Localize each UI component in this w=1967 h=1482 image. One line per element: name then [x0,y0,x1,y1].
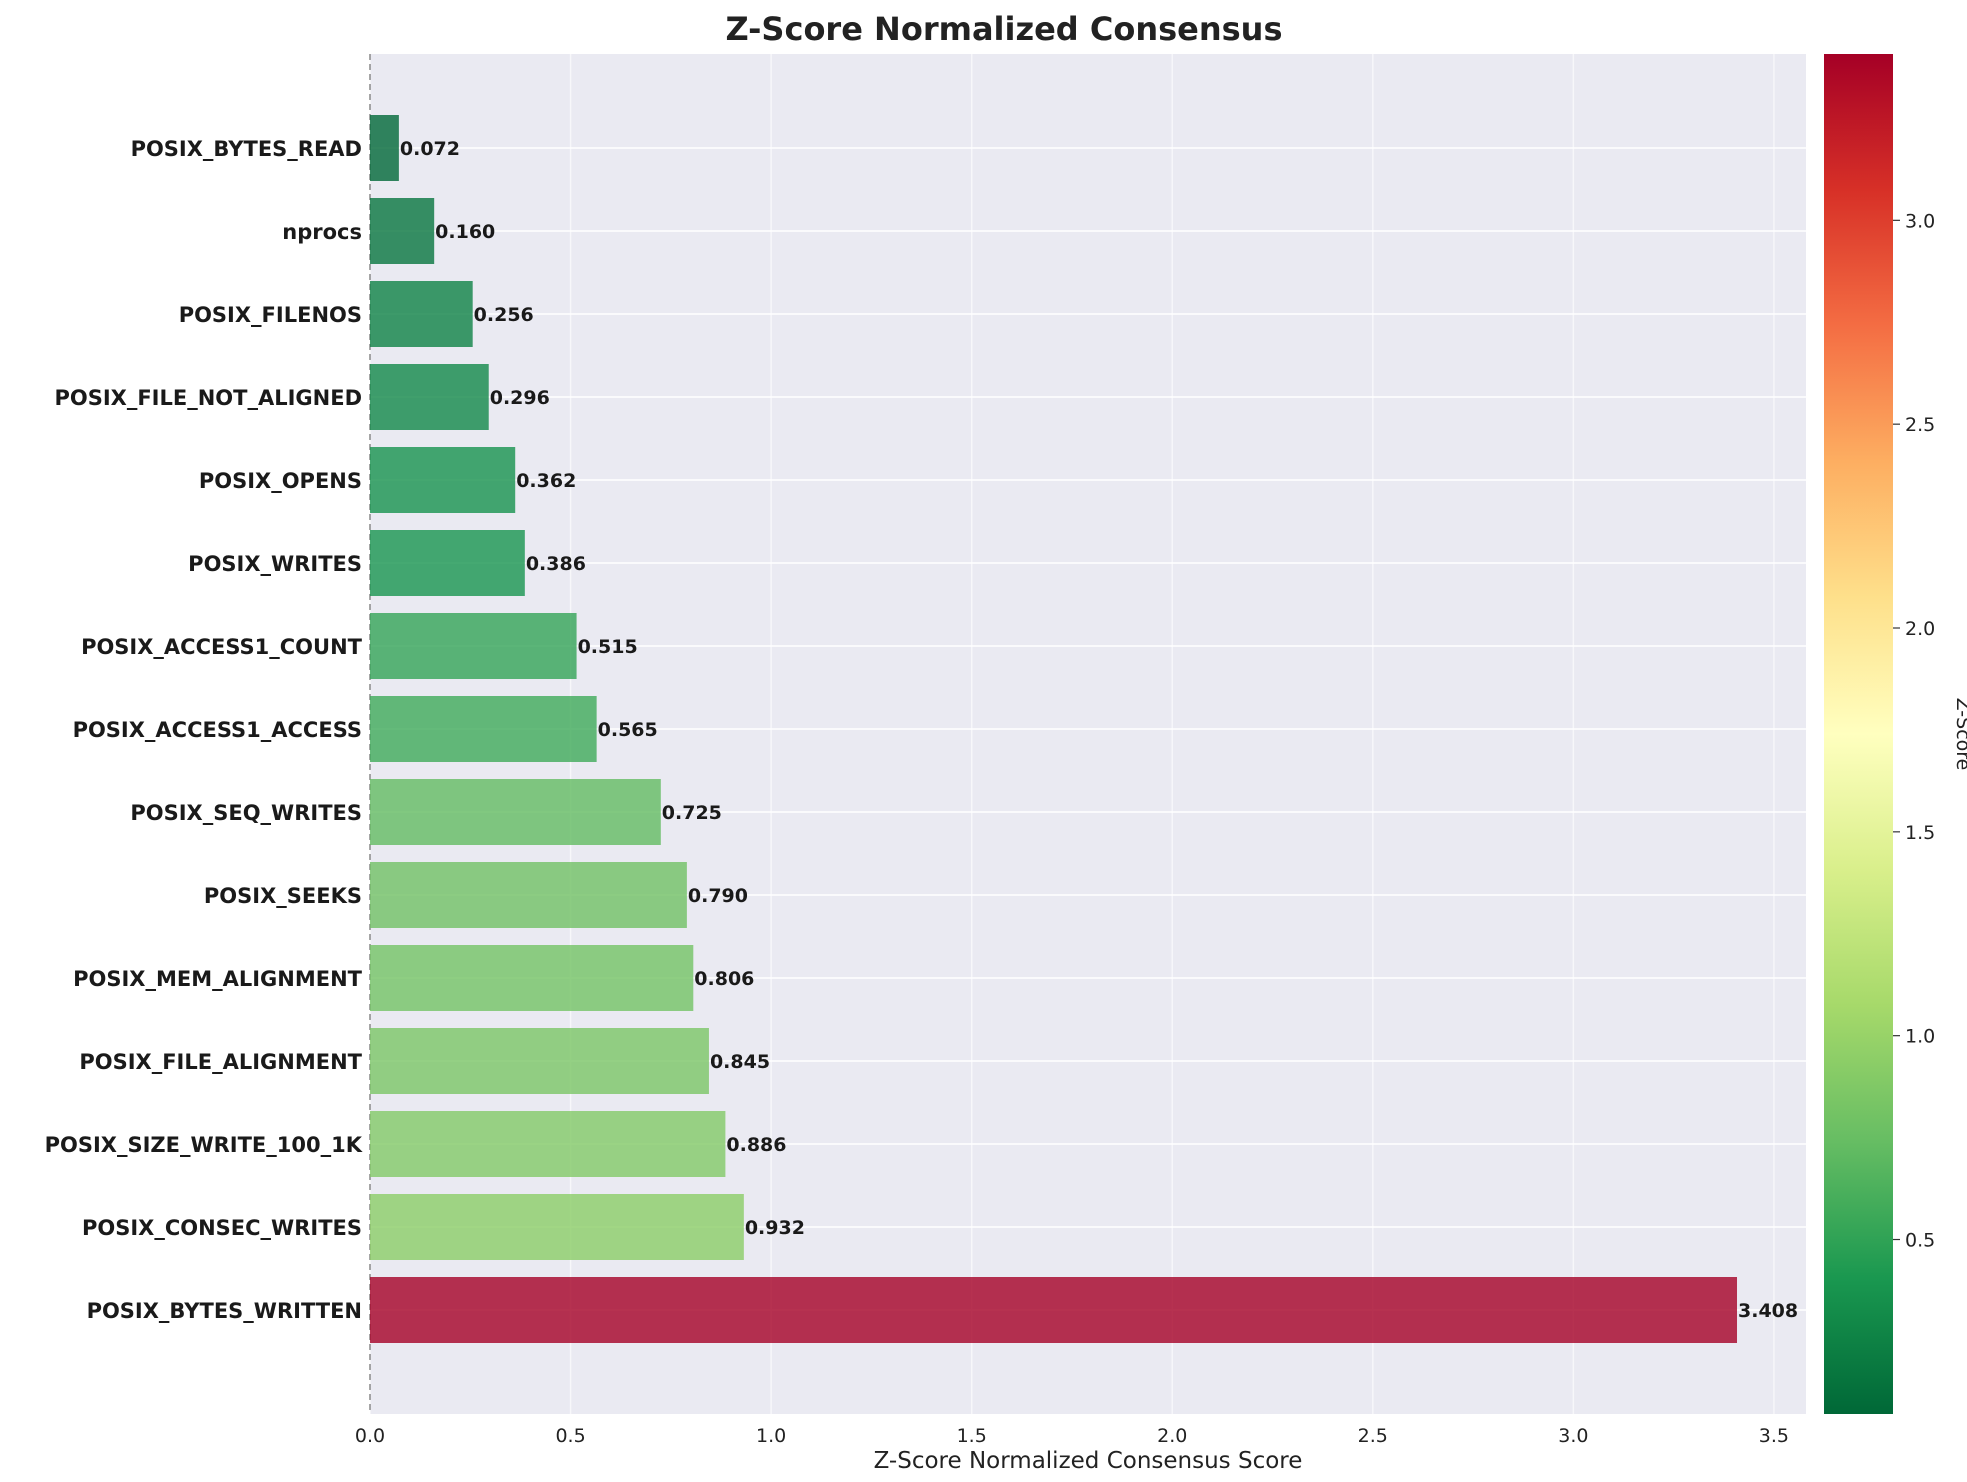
plot-area [370,54,1806,1414]
value-label: 0.362 [516,470,576,492]
x-tick-label: 3.0 [1558,1425,1588,1447]
bar-posix-bytes-written [370,1277,1738,1343]
value-label: 0.160 [435,221,495,243]
bar-posix-filenos [370,281,473,347]
x-tick-label: 3.5 [1759,1425,1789,1447]
colorbar-label: Z-Score [1952,698,1967,771]
y-tick-label: POSIX_OPENS [199,469,362,493]
x-tick-label: 2.5 [1358,1425,1388,1447]
bar-posix-file-alignment [370,1028,709,1094]
bar-posix-file-not-aligned [370,364,489,430]
bars: 0.072 0.160 0.256 0.296 0.362 0.386 0.515 0.565… [370,115,1798,1343]
bar-posix-writes [370,530,525,596]
value-label: 0.565 [598,719,658,741]
y-tick-label: POSIX_FILE_NOT_ALIGNED [54,386,362,410]
value-label: 0.072 [400,138,460,160]
y-tick-label: POSIX_MEM_ALIGNMENT [73,967,363,991]
value-label: 3.408 [1738,1300,1798,1322]
colorbar [1824,54,1893,1414]
y-tick-label: POSIX_SIZE_WRITE_100_1K [45,1133,363,1157]
x-tick-label: 1.5 [957,1425,987,1447]
colorbar-tick-label: 3.0 [1905,210,1935,232]
chart-title: Z-Score Normalized Consensus [726,10,1283,48]
value-label: 0.845 [710,1051,770,1073]
value-label: 0.386 [526,553,586,575]
x-tick-label: 2.0 [1157,1425,1187,1447]
y-tick-label: POSIX_ACCESS1_ACCESS [73,718,362,742]
y-tick-label: POSIX_SEQ_WRITES [130,801,362,825]
value-label: 0.806 [694,968,754,990]
bar-posix-mem-alignment [370,945,694,1011]
bar-posix-seeks [370,862,687,928]
grid-lines [369,54,1806,1414]
bar-posix-seq-writes [370,779,661,845]
y-tick-label: POSIX_BYTES_READ [131,137,362,161]
bar-posix-access1-count [370,613,577,679]
bar-posix-opens [370,447,516,513]
x-axis-label: Z-Score Normalized Consensus Score [874,1448,1303,1474]
value-label: 0.790 [688,885,748,907]
bar-posix-consec-writes [370,1194,744,1260]
y-tick-label: POSIX_FILENOS [179,303,362,327]
y-tick-label: nprocs [282,220,362,244]
y-tick-label: POSIX_CONSEC_WRITES [82,1216,362,1240]
x-tick-label: 0.5 [555,1425,585,1447]
colorbar-tick-labels: 0.5 1.0 1.5 2.0 2.5 3.0 [1893,210,1935,1252]
colorbar-tick-label: 1.5 [1905,822,1935,844]
bar-posix-access1-access [370,696,597,762]
x-tick-label: 0.0 [355,1425,385,1447]
colorbar-tick-label: 0.5 [1905,1230,1935,1252]
bar-posix-bytes-read [370,115,399,181]
y-tick-label: POSIX_BYTES_WRITTEN [87,1299,362,1323]
y-tick-label: POSIX_WRITES [188,552,362,576]
value-label: 0.932 [745,1217,805,1239]
y-tick-label: POSIX_SEEKS [204,884,362,908]
bar-posix-size-write-100-1k [370,1111,726,1177]
value-label: 0.515 [578,636,638,658]
y-tick-label: POSIX_ACCESS1_COUNT [81,635,363,659]
value-label: 0.725 [662,802,722,824]
colorbar-tick-label: 2.0 [1905,618,1935,640]
x-axis-tick-labels: 0.0 0.5 1.0 1.5 2.0 2.5 3.0 3.5 [355,1425,1789,1447]
value-label: 0.256 [474,304,534,326]
value-label: 0.296 [490,387,550,409]
bar-nprocs [370,198,435,264]
y-tick-label: POSIX_FILE_ALIGNMENT [79,1050,362,1074]
value-label: 0.886 [726,1134,786,1156]
x-tick-label: 1.0 [756,1425,786,1447]
colorbar-tick-label: 1.0 [1905,1026,1935,1048]
colorbar-tick-label: 2.5 [1905,414,1935,436]
